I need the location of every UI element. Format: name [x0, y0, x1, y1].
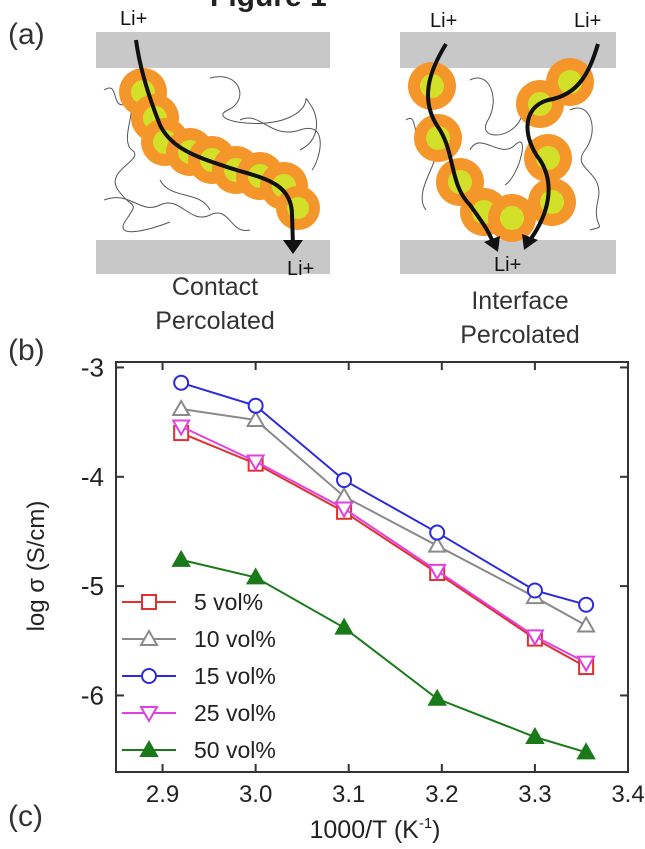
right-arrow-head-1 — [484, 236, 500, 252]
legend-label: 15 vol% — [194, 663, 276, 689]
left-top-electrode — [96, 32, 330, 68]
data-point — [247, 397, 264, 414]
left-conduction-path — [134, 39, 295, 247]
y-axis-label: log σ (S/cm) — [23, 501, 50, 632]
series-3 — [171, 419, 596, 673]
data-point — [245, 567, 266, 585]
y-tick-label: -4 — [81, 462, 104, 492]
right-caption: Interface Percolated — [430, 284, 610, 352]
panel-label-a: (a) — [8, 18, 45, 51]
left-caption-line1: Contact — [171, 273, 259, 301]
legend-marker — [139, 739, 159, 757]
left-particles — [119, 68, 320, 230]
right-conduction-path-1 — [426, 42, 496, 247]
x-axis-label-text: 1000/T (K — [310, 816, 420, 844]
left-caption: Contact Percolated — [130, 270, 300, 338]
left-arrow-head — [283, 240, 303, 254]
series-line — [180, 432, 587, 668]
x-tick-label: 3.3 — [518, 781, 551, 808]
x-tick-label: 3.1 — [332, 781, 365, 808]
right-caption-line1: Interface — [471, 287, 569, 315]
x-axis-label-sup: -1 — [419, 815, 432, 832]
data-point — [576, 742, 596, 760]
legend-marker — [141, 668, 157, 684]
series-line — [180, 381, 587, 606]
right-top-li-label-2: Li+ — [574, 10, 602, 32]
series-line — [180, 425, 587, 664]
data-point — [334, 617, 354, 635]
right-particles — [408, 58, 594, 242]
x-axis-label: 1000/T (K-1) — [310, 815, 441, 844]
series-2 — [173, 374, 595, 613]
legend-label: 5 vol% — [194, 589, 263, 615]
left-diagram — [96, 32, 330, 274]
legend-item: 10 vol% — [122, 626, 276, 652]
panel-label-c: (c) — [8, 800, 43, 833]
data-point — [427, 688, 447, 706]
data-point — [171, 419, 191, 437]
y-tick-label: -6 — [81, 680, 104, 710]
panel-label-b: (b) — [8, 334, 45, 367]
right-top-li-label-1: Li+ — [430, 10, 458, 32]
data-point — [173, 374, 190, 391]
y-tick-label: -3 — [81, 352, 104, 382]
data-point — [576, 655, 596, 673]
right-arrow-head-2 — [522, 234, 538, 250]
legend-item: 25 vol% — [122, 700, 276, 726]
plot-frame — [115, 361, 629, 773]
data-point — [334, 501, 354, 519]
data-point — [171, 398, 191, 417]
data-point — [576, 615, 596, 633]
data-point — [427, 563, 447, 581]
data-point — [245, 454, 266, 472]
left-caption-line2: Percolated — [155, 307, 275, 335]
data-point — [525, 629, 545, 647]
right-bottom-li-label: Li+ — [494, 254, 522, 276]
legend-item: 15 vol% — [122, 663, 276, 689]
data-point — [427, 535, 447, 553]
data-point — [336, 472, 353, 489]
data-point — [525, 726, 545, 745]
right-diagram — [400, 32, 616, 274]
series-4 — [171, 549, 596, 760]
data-point — [526, 582, 543, 599]
y-tick-label: -5 — [81, 571, 104, 601]
series-line — [180, 558, 587, 754]
legend-item: 5 vol% — [122, 589, 263, 615]
series-line — [181, 408, 587, 627]
legend-marker — [139, 628, 159, 646]
x-tick-label: 3.4 — [611, 781, 644, 808]
right-conduction-path-2 — [525, 43, 600, 242]
data-point — [171, 549, 191, 567]
left-top-li-label: Li+ — [120, 8, 148, 30]
left-bottom-li-label: Li+ — [287, 258, 315, 280]
percolation-diagram — [96, 32, 616, 274]
legend-marker — [141, 594, 157, 610]
data-point — [245, 409, 266, 427]
series-1 — [171, 398, 596, 633]
right-bottom-electrode — [400, 240, 616, 274]
legend-label: 25 vol% — [194, 700, 276, 726]
figure-title: Figure 1 — [210, 0, 327, 14]
x-tick-label: 3.0 — [239, 781, 272, 808]
legend-item: 50 vol% — [122, 737, 276, 763]
legend-label: 10 vol% — [194, 626, 276, 652]
x-axis-label-close: ) — [432, 816, 440, 844]
data-point — [578, 596, 595, 613]
data-point — [429, 524, 446, 541]
right-caption-line2: Percolated — [460, 321, 580, 349]
x-tick-label: 2.9 — [146, 781, 179, 808]
legend-label: 50 vol% — [194, 737, 276, 763]
x-tick-label: 3.2 — [425, 781, 458, 808]
legend-marker — [139, 706, 159, 724]
